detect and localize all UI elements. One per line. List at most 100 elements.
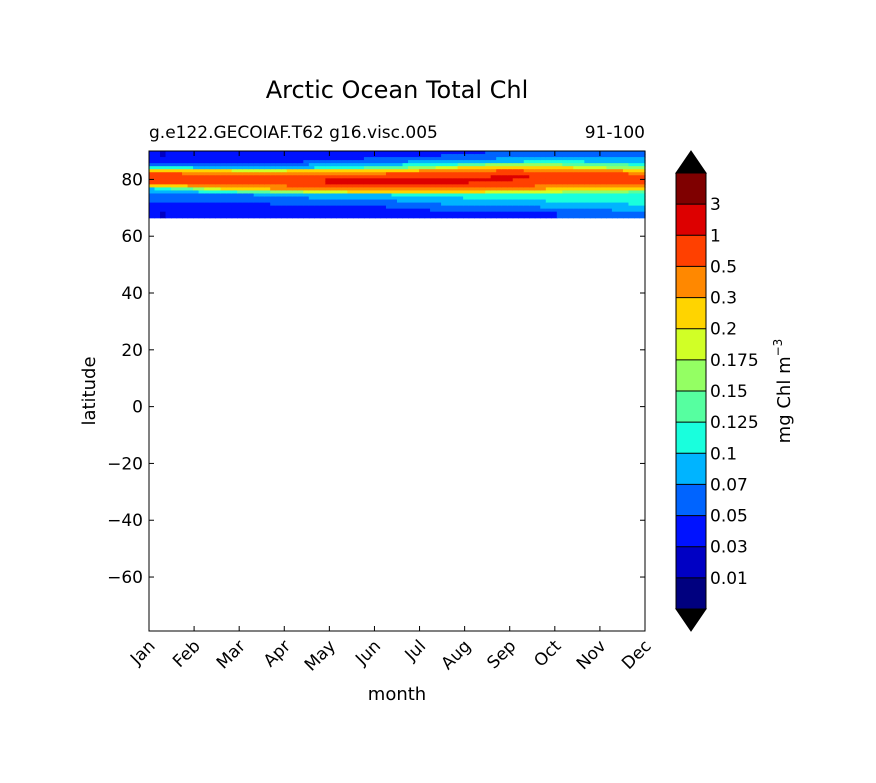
heatmap-cell bbox=[402, 193, 409, 198]
heatmap-cell bbox=[512, 163, 519, 167]
heatmap-cell bbox=[463, 214, 470, 219]
heatmap-cell bbox=[573, 193, 580, 198]
heatmap-cell bbox=[286, 193, 293, 198]
heatmap-cell bbox=[622, 187, 630, 192]
heatmap-cell bbox=[297, 154, 304, 158]
heatmap-cell bbox=[617, 166, 624, 170]
heatmap-cell bbox=[198, 187, 205, 192]
heatmap-cell bbox=[193, 151, 200, 155]
heatmap-cell bbox=[474, 184, 481, 188]
heatmap-cell bbox=[595, 193, 602, 198]
heatmap-cell bbox=[430, 175, 437, 179]
heatmap-cell bbox=[617, 172, 624, 176]
heatmap-cell bbox=[485, 151, 492, 155]
heatmap-cell bbox=[242, 187, 249, 192]
heatmap-cell bbox=[474, 196, 481, 201]
chart-title: Arctic Ocean Total Chl bbox=[266, 76, 529, 104]
heatmap-cell bbox=[358, 154, 365, 158]
heatmap-cell bbox=[341, 169, 348, 173]
heatmap-cell bbox=[352, 166, 360, 170]
heatmap-cell bbox=[600, 178, 608, 182]
heatmap-cell bbox=[633, 190, 641, 195]
heatmap-cell bbox=[496, 178, 503, 182]
heatmap-cell bbox=[391, 169, 398, 173]
heatmap-cell bbox=[551, 187, 558, 192]
heatmap-cell bbox=[529, 208, 536, 213]
heatmap-cell bbox=[297, 196, 304, 201]
heatmap-cell bbox=[215, 175, 222, 179]
heatmap-cell bbox=[237, 151, 244, 155]
heatmap-cell bbox=[176, 193, 183, 198]
heatmap-cell bbox=[160, 196, 167, 201]
heatmap-cell bbox=[419, 178, 426, 182]
heatmap-cell bbox=[374, 193, 382, 198]
heatmap-cell bbox=[385, 214, 393, 219]
heatmap-cell bbox=[485, 172, 492, 176]
heatmap-cell bbox=[463, 184, 470, 188]
heatmap-cell bbox=[314, 199, 321, 204]
heatmap-cell bbox=[567, 172, 574, 176]
heatmap-cell bbox=[220, 196, 227, 201]
heatmap-cell bbox=[391, 166, 398, 170]
heatmap-cell bbox=[556, 151, 563, 155]
heatmap-cell bbox=[242, 202, 249, 207]
heatmap-cell bbox=[397, 169, 404, 173]
heatmap-cell bbox=[149, 193, 156, 198]
heatmap-cell bbox=[325, 154, 332, 158]
heatmap-cell bbox=[171, 190, 178, 195]
heatmap-cell bbox=[446, 187, 453, 192]
heatmap-cell bbox=[529, 166, 536, 170]
heatmap-cell bbox=[380, 163, 387, 167]
heatmap-cell bbox=[397, 190, 404, 195]
heatmap-cell bbox=[567, 211, 574, 216]
heatmap-cell bbox=[303, 205, 310, 210]
heatmap-cell bbox=[391, 160, 398, 164]
heatmap-cell bbox=[600, 166, 608, 170]
heatmap-cell bbox=[231, 184, 238, 188]
heatmap-cell bbox=[507, 160, 514, 164]
heatmap-cell bbox=[319, 211, 326, 216]
heatmap-cell bbox=[336, 154, 343, 158]
heatmap-cell bbox=[198, 211, 205, 216]
heatmap-cell bbox=[330, 175, 337, 179]
heatmap-cell bbox=[584, 184, 591, 188]
heatmap-cell bbox=[402, 199, 409, 204]
heatmap-cell bbox=[204, 184, 211, 188]
heatmap-cell bbox=[193, 169, 200, 173]
heatmap-cell bbox=[617, 154, 624, 158]
heatmap-cell bbox=[380, 178, 387, 182]
heatmap-cell bbox=[595, 208, 602, 213]
heatmap-cell bbox=[419, 196, 426, 201]
heatmap-cell bbox=[204, 175, 211, 179]
heatmap-cell bbox=[319, 187, 326, 192]
heatmap-cell bbox=[518, 160, 525, 164]
heatmap-cell bbox=[584, 151, 591, 155]
heatmap-cell bbox=[369, 154, 376, 158]
heatmap-cell bbox=[545, 202, 552, 207]
heatmap-cell bbox=[463, 169, 470, 173]
heatmap-cell bbox=[452, 181, 459, 185]
heatmap-cell bbox=[430, 208, 437, 213]
heatmap-cell bbox=[281, 160, 288, 164]
heatmap-cell bbox=[468, 193, 475, 198]
heatmap-cell bbox=[628, 187, 635, 192]
heatmap-cell bbox=[193, 184, 200, 188]
heatmap-cell bbox=[518, 175, 525, 179]
heatmap-cell bbox=[496, 208, 503, 213]
heatmap-cell bbox=[512, 208, 519, 213]
heatmap-cell bbox=[485, 160, 492, 164]
heatmap-cell bbox=[435, 157, 442, 161]
heatmap-cell bbox=[589, 160, 596, 164]
heatmap-cell bbox=[358, 157, 365, 161]
heatmap-cell bbox=[231, 208, 238, 213]
heatmap-cell bbox=[430, 172, 437, 176]
heatmap-cell bbox=[275, 184, 282, 188]
heatmap-cell bbox=[452, 208, 459, 213]
heatmap-cell bbox=[551, 166, 558, 170]
heatmap-cell bbox=[264, 208, 271, 213]
heatmap-cell bbox=[358, 202, 365, 207]
heatmap-cell bbox=[540, 184, 547, 188]
heatmap-cell bbox=[446, 157, 453, 161]
heatmap-cell bbox=[457, 181, 464, 185]
heatmap-cell bbox=[176, 160, 183, 164]
